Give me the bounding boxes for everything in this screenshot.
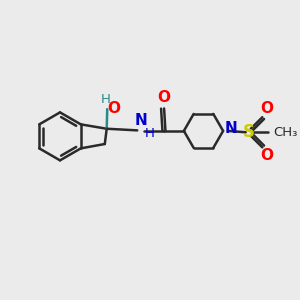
Text: S: S (243, 123, 255, 141)
Text: N: N (225, 121, 238, 136)
Text: O: O (158, 90, 170, 105)
Text: O: O (260, 148, 274, 163)
Text: N: N (134, 112, 147, 128)
Text: CH₃: CH₃ (273, 126, 298, 139)
Text: O: O (260, 101, 274, 116)
Text: H: H (144, 127, 154, 140)
Text: H: H (101, 93, 111, 106)
Text: O: O (108, 101, 121, 116)
